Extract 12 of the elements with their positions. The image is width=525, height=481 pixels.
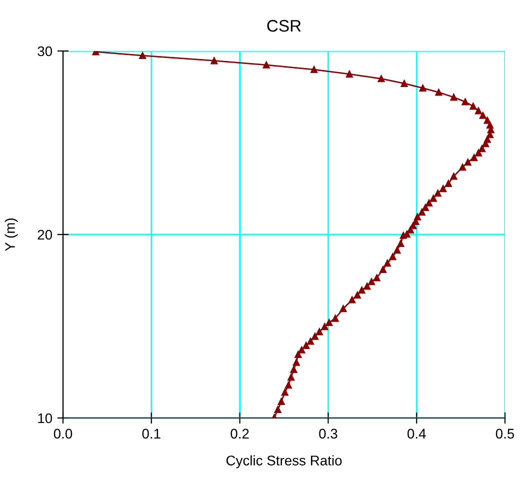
x-tick-label: 0.2 <box>230 428 249 439</box>
x-tick-label: 0.4 <box>407 428 426 439</box>
y-tick-label: 20 <box>38 230 52 240</box>
x-tick-label: 0.0 <box>54 428 72 439</box>
x-tick-label: 0.1 <box>142 428 160 439</box>
y-tick-label: 10 <box>38 413 52 424</box>
chart-title: CSR <box>267 20 301 32</box>
x-tick-label: 0.5 <box>496 428 514 439</box>
y-axis-title: Y (m) <box>4 218 18 252</box>
x-axis-title: Cyclic Stress Ratio <box>226 455 342 468</box>
y-tick-label: 30 <box>38 46 52 56</box>
x-tick-label: 0.3 <box>319 428 338 439</box>
